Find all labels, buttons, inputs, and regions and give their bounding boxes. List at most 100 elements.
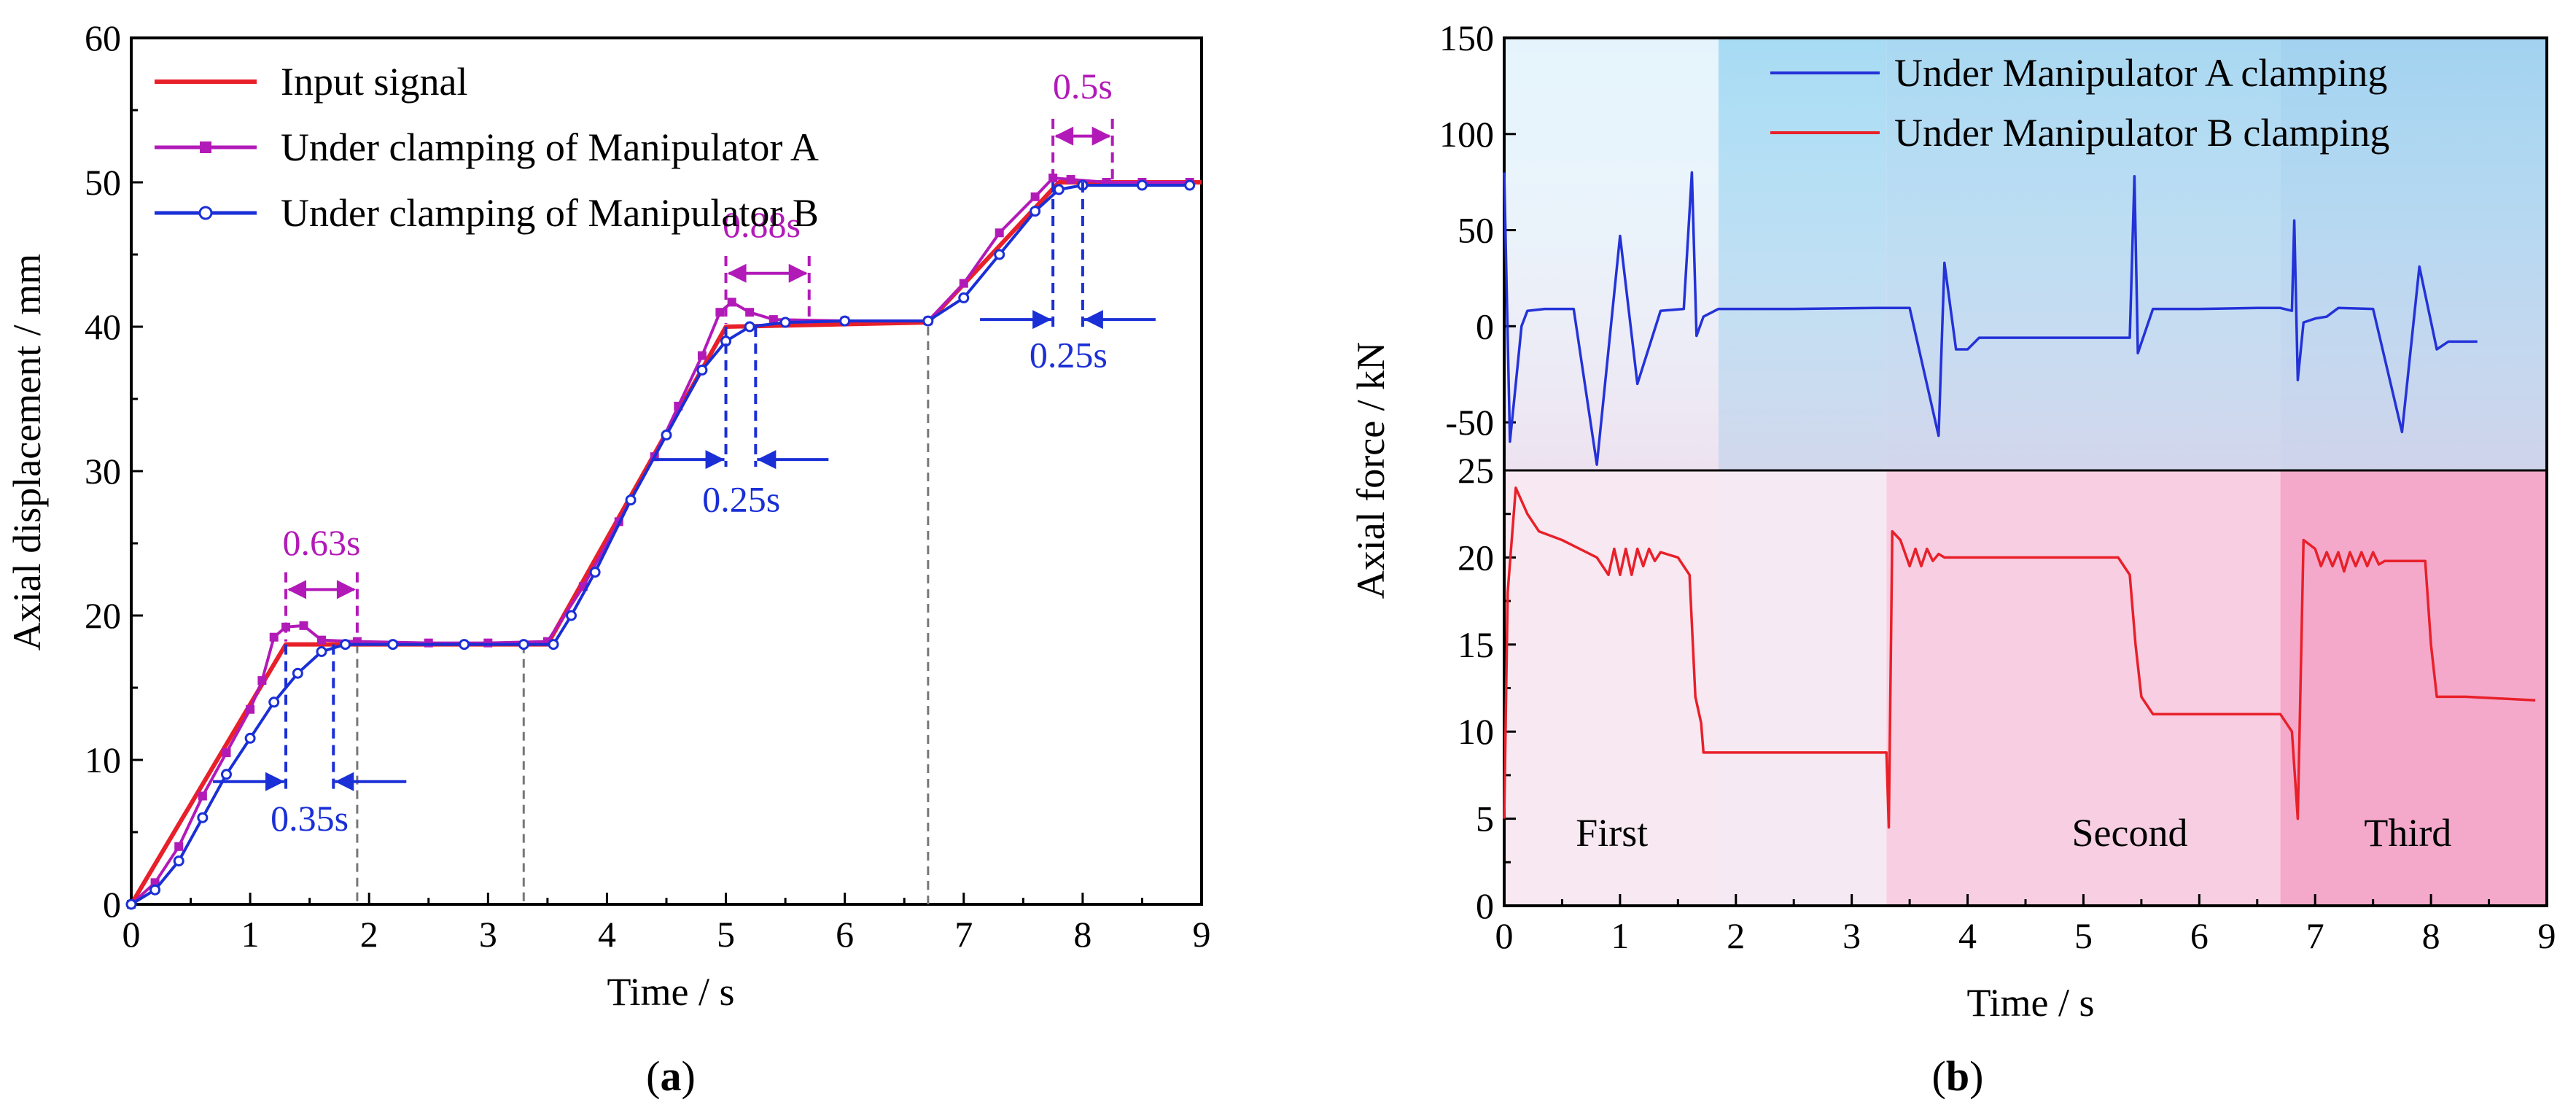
marker-circle [340,639,351,651]
arrow-head [705,450,725,470]
marker-circle [1030,206,1041,217]
legend-label-0: Under Manipulator A clamping [1894,51,2387,95]
y-tick-label: 50 [1458,210,1494,251]
marker-circle [958,292,970,303]
y-tick-label: 0 [1476,885,1494,926]
marker-square [995,228,1004,238]
annotation-label: 0.5s [1053,66,1113,106]
panel-a-axes: 0 1 2 3 4 5 6 7 8 9 0 10 20 30 40 50 60 [85,18,1211,955]
legend-marker-square [200,141,211,153]
arrow-head [727,263,747,283]
legend-label-2: Under clamping of Manipulator B [281,191,819,235]
arrow-head [1092,126,1111,146]
marker-circle [1184,179,1196,191]
bg-third-bottom [2280,470,2547,906]
annotation-label: 0.63s [282,522,360,563]
marker-square [269,632,279,642]
phase-label: First [1576,811,1648,855]
marker-square [150,878,160,888]
phase-label: Second [2072,811,2188,855]
marker-square [316,635,326,645]
legend-marker-circle [198,206,213,220]
marker-square [715,308,725,317]
annotation-label: 0.25s [702,478,780,519]
marker-circle [744,321,755,333]
legend-label-0: Input signal [281,60,467,104]
x-tick-label: 9 [2538,915,2556,956]
x-tick-label: 8 [2422,915,2440,956]
bg-second-bottom [1886,470,2281,906]
marker-circle [173,855,184,867]
bg-gap-bottom [1718,470,1887,906]
panel-a-label: (a) [646,1052,696,1100]
marker-square [246,704,255,714]
x-tick-label: 3 [1842,915,1861,956]
marker-square [222,748,231,758]
series-line-manipulator-b [1503,486,2536,829]
legend-label-1: Under clamping of Manipulator A [281,125,819,169]
marker-square [257,676,267,686]
panel-a-x-axis-label: Time / s [607,970,734,1014]
x-tick-label: 4 [598,914,616,955]
marker-circle [220,769,232,780]
marker-square [299,621,308,630]
panel-a-y-axis-label: Axial displacement / mm [5,254,49,651]
annotation-label: 0.35s [271,798,349,839]
marker-square [768,315,778,325]
legend-label-1: Under Manipulator B clamping [1894,111,2389,155]
y-tick-label: 100 [1439,114,1494,155]
panel-b-legend: Under Manipulator A clamping Under Manipu… [1770,51,2389,155]
panel-a-label-letter: a [661,1052,682,1100]
x-tick-label: 0 [1495,915,1514,956]
arrow-head [287,580,307,599]
marker-circle [625,494,637,506]
arrow-head [788,263,808,283]
y-tick-label: 20 [85,595,121,636]
panel-b-axes: 0 1 2 3 4 5 6 7 8 9 -50 0 50 100 150 0 5 10 15 20 25 [1439,18,2556,956]
marker-square [1030,192,1040,201]
x-tick-label: 6 [2190,915,2209,956]
y-tick-label: 25 [1458,450,1494,491]
x-tick-label: 0 [122,914,141,955]
marker-circle [244,732,256,744]
arrow-head [1083,310,1103,330]
panel-a-legend: Input signal Under clamping of Manipulato… [155,60,819,235]
annotation-label: 0.88s [723,204,801,245]
series-line-manipulator-a [1503,171,2478,466]
phase-label: Third [2364,811,2451,855]
x-tick-label: 8 [1073,914,1092,955]
marker-circle [589,567,601,578]
marker-circle [292,667,303,679]
y-tick-label: 60 [85,18,121,58]
x-tick-label: 3 [479,914,497,955]
bg-first-bottom [1504,470,1719,906]
marker-circle [661,430,672,440]
marker-circle [696,364,708,376]
marker-circle [149,884,161,896]
marker-circle [548,639,559,651]
marker-circle [387,639,399,651]
y-tick-label: -50 [1445,402,1494,443]
marker-circle [268,696,280,708]
x-tick-label: 7 [2306,915,2324,956]
x-tick-label: 6 [836,914,854,955]
marker-square [745,308,755,317]
marker-circle [1136,179,1148,191]
panel-b-label-letter: b [1946,1052,1969,1100]
marker-square [174,842,184,851]
y-tick-label: 10 [85,739,121,780]
marker-square [198,791,207,801]
marker-circle [922,315,934,327]
y-tick-label: 50 [85,162,121,203]
arrow-head [335,772,354,791]
y-tick-label: 30 [85,451,121,492]
marker-circle [125,898,137,910]
x-tick-label: 4 [1958,915,1977,956]
x-tick-label: 2 [1727,915,1745,956]
panel-b-phase-labels: First Second Third [1576,811,2451,855]
marker-circle [459,639,470,651]
marker-circle [839,315,851,327]
y-tick-label: 20 [1458,537,1494,578]
